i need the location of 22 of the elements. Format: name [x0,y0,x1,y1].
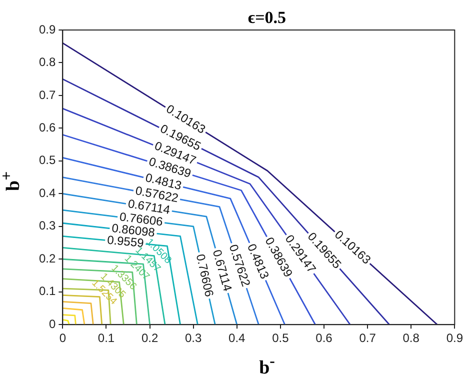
x-tick-label: 0 [59,331,66,346]
y-tick-label: 0.7 [38,88,56,102]
y-tick-label: 0.3 [38,218,56,233]
y-tick-label: 0.2 [38,251,56,266]
x-tick-label: 0.5 [272,331,290,346]
x-tick-label: 0.8 [402,331,420,346]
y-tick-label: 0.1 [38,284,56,298]
x-tick-label: 0.9 [446,331,464,346]
x-tick-label: 0.6 [316,331,333,346]
y-tick-label: 0.5 [38,153,56,168]
x-axis-title: b$^{-}$ [258,352,276,379]
x-tick-label: 0.2 [141,331,158,346]
y-tick-label: 0.4 [38,186,56,200]
chart-title: ϵ=0.5 [246,8,288,28]
y-tick-label: 0 [48,316,56,331]
x-tick-label: 0.4 [228,331,246,346]
y-tick-label: 0.6 [38,120,56,135]
x-tick-label: 0.3 [184,331,202,346]
y-tick-label: 0.8 [38,55,56,70]
x-tick-label: 0.1 [98,331,115,346]
y-tick-label: 0.9 [38,22,56,36]
x-tick-label: 0.7 [359,331,376,346]
